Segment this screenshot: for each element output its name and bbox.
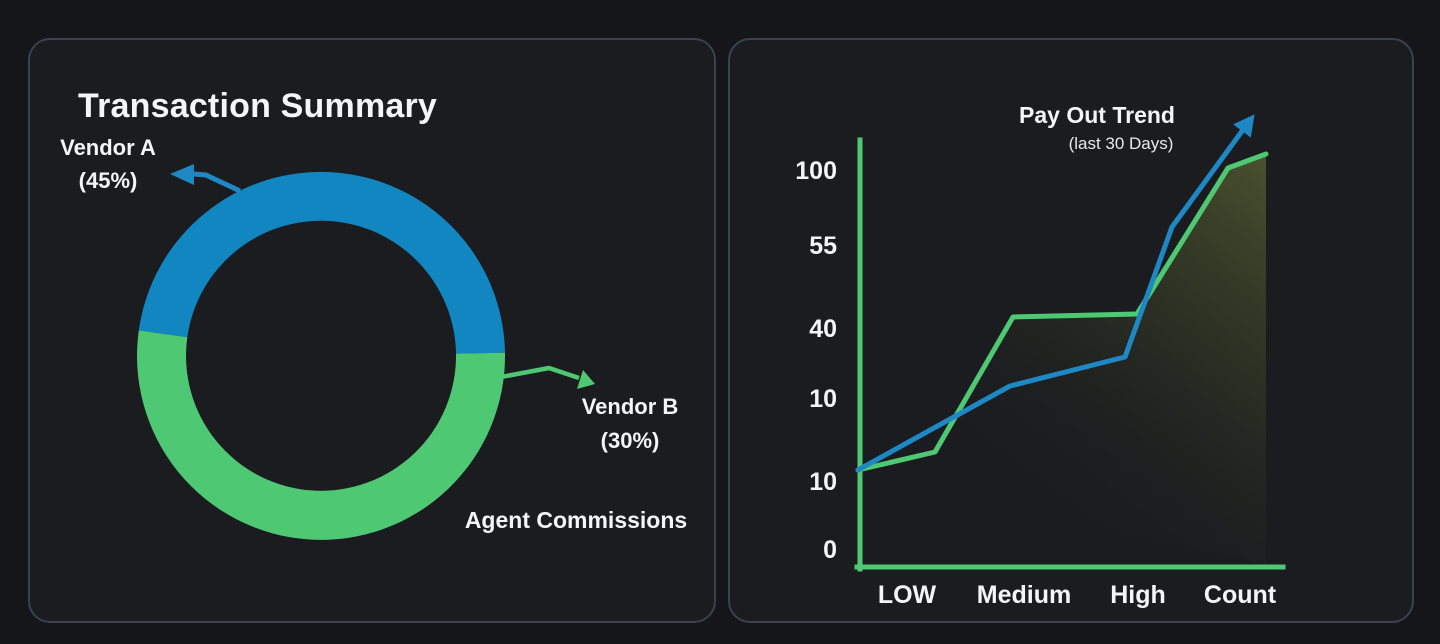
- vendor-a-pct: (45%): [78, 168, 138, 193]
- x-tick-label-low: LOW: [877, 581, 937, 609]
- green-trend-line: [855, 151, 1269, 473]
- vendor-a-name: Vendor A: [60, 135, 156, 160]
- payout-trend-chart: [854, 114, 1286, 572]
- chart-title: Pay Out Trend: [1019, 102, 1175, 128]
- vendor-b-name: Vendor B: [581, 394, 679, 419]
- y-tick-label: 10: [809, 385, 837, 413]
- vendor-a-arrow-icon: [170, 164, 242, 194]
- vendor-a-arrow-head: [170, 164, 194, 185]
- vendor-b-arrow-shaft: [500, 365, 580, 381]
- chart-subtitle: (last 30 Days): [1068, 134, 1174, 153]
- vendor-a-arrow-shaft: [193, 171, 242, 194]
- x-tick-label-medium: Medium: [976, 581, 1072, 609]
- card-title: Transaction Summary: [78, 86, 438, 125]
- trend-arrow-icon: [1233, 114, 1255, 138]
- x-tick-label-count: Count: [1203, 581, 1277, 609]
- vendor-b-label: Vendor B (30%): [560, 390, 700, 458]
- donut-chart: [137, 164, 595, 540]
- donut-segment-vendor-a: [138, 171, 506, 354]
- donut-segment-vendor-b: [137, 330, 506, 540]
- vendor-b-pct: (30%): [600, 428, 660, 453]
- vendor-b-arrow-icon: [500, 365, 595, 389]
- payout-trend-card: Pay Out Trend (last 30 Days) 100 55 40 1…: [728, 38, 1414, 623]
- x-tick-label-high: High: [1110, 581, 1166, 609]
- agent-commissions-label: Agent Commissions: [464, 507, 688, 533]
- y-tick-label: 55: [809, 232, 837, 260]
- vendor-a-label: Vendor A (45%): [38, 131, 178, 197]
- transaction-summary-card: Transaction Summary Vendor A (45%) Vendo…: [28, 38, 716, 623]
- y-tick-label: 100: [795, 157, 837, 185]
- y-tick-label: 40: [809, 315, 837, 343]
- trend-area-fill: [858, 154, 1266, 565]
- y-tick-label: 10: [809, 468, 837, 496]
- blue-trend-line: [855, 124, 1248, 473]
- y-tick-label: 0: [823, 536, 837, 564]
- vendor-b-arrow-head: [577, 370, 595, 389]
